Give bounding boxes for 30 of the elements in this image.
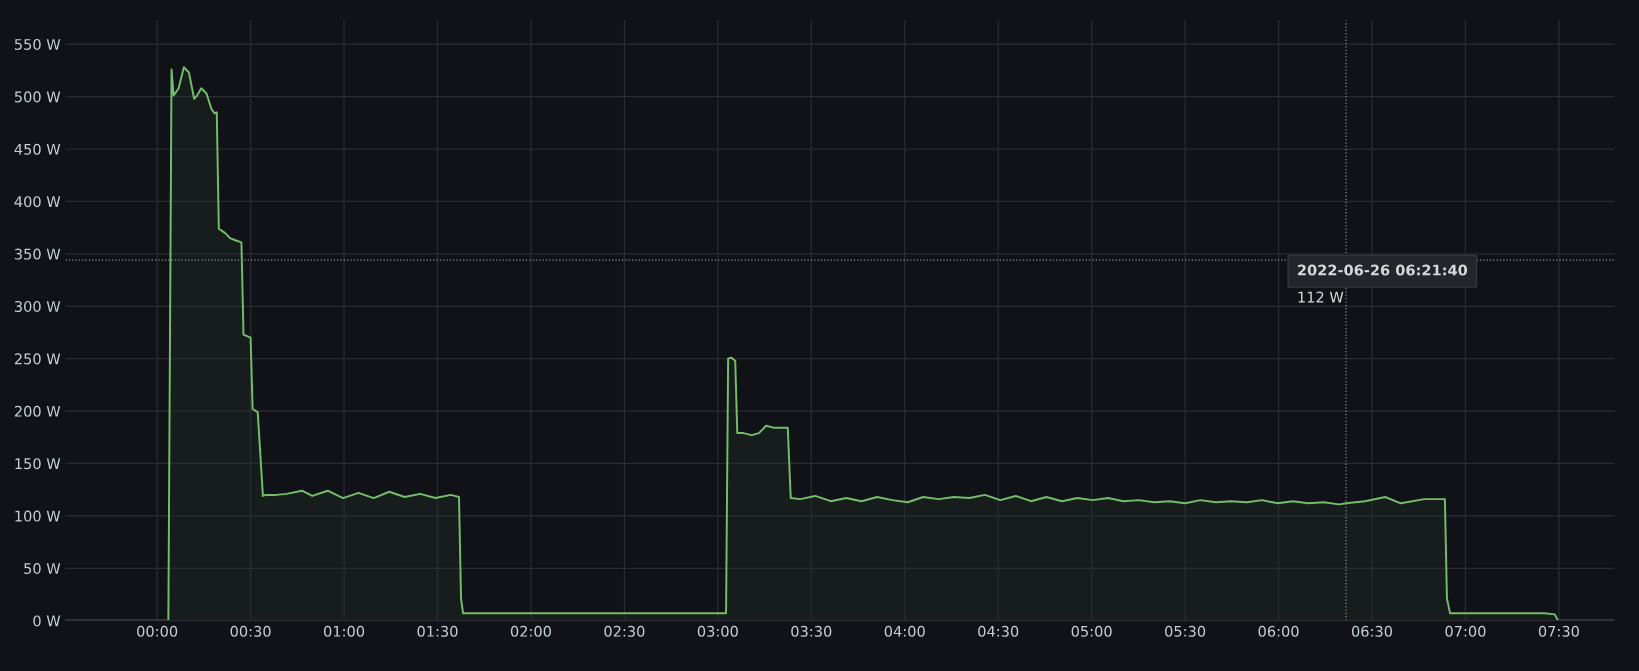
- x-tick-label: 01:00: [323, 625, 365, 637]
- y-tick-label: 350 W: [14, 248, 61, 260]
- y-tick-label: 150 W: [15, 458, 61, 470]
- y-tick-label: 300 W: [14, 300, 61, 312]
- x-tick-label: 06:00: [1258, 625, 1299, 637]
- y-tick-label: 550 W: [14, 38, 61, 50]
- y-tick-label: 250 W: [14, 353, 61, 365]
- x-tick-label: 07:30: [1538, 625, 1579, 637]
- y-tick-label: 400 W: [14, 196, 61, 208]
- y-tick-label: 100 W: [15, 510, 61, 522]
- x-tick-label: 03:30: [791, 625, 832, 637]
- y-tick-label: 50 W: [24, 562, 61, 575]
- annotation: 112 W: [1298, 291, 1344, 303]
- x-tick-label: 07:00: [1445, 625, 1486, 637]
- x-tick-label: 00:00: [137, 625, 178, 637]
- x-tick-label: 05:30: [1165, 625, 1206, 637]
- x-tick-label: 04:30: [978, 625, 1019, 637]
- x-tick-label: 05:00: [1071, 625, 1112, 637]
- y-tick-label: 0 W: [33, 615, 61, 627]
- y-tick-label: 450 W: [14, 143, 61, 155]
- annotation: 2022-06-26 06:21:40: [1298, 264, 1468, 276]
- y-tick-label: 200 W: [14, 405, 61, 417]
- x-tick-label: 00:30: [230, 625, 271, 637]
- x-tick-label: 01:30: [417, 625, 458, 637]
- x-tick-label: 02:00: [510, 625, 551, 637]
- x-tick-label: 02:30: [604, 625, 645, 637]
- x-tick-label: 04:00: [884, 625, 925, 637]
- x-tick-label: 06:30: [1351, 625, 1393, 637]
- y-tick-label: 500 W: [14, 91, 61, 103]
- x-tick-label: 03:00: [697, 625, 738, 637]
